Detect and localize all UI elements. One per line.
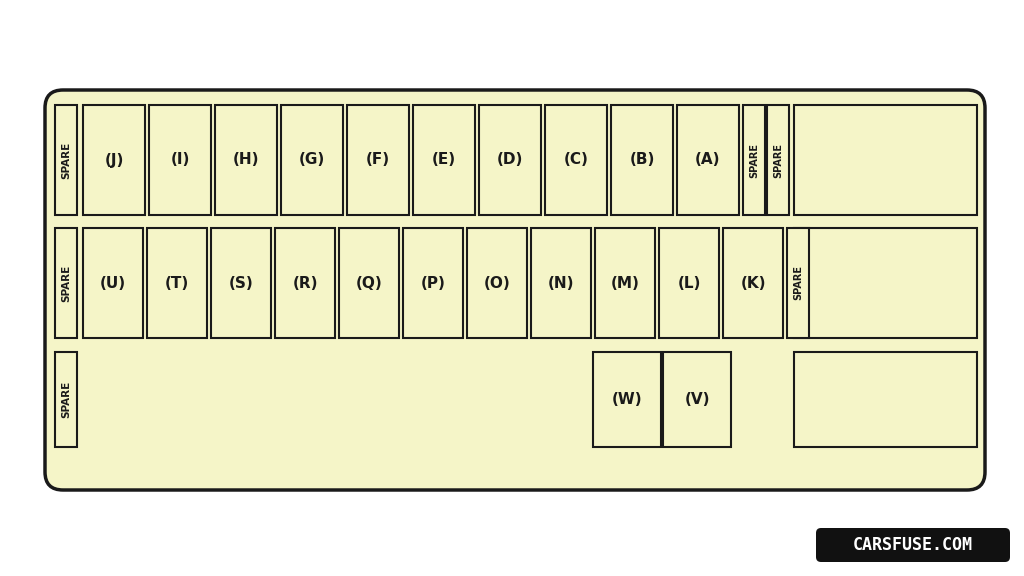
Text: (N): (N): [548, 275, 574, 290]
FancyBboxPatch shape: [816, 528, 1010, 562]
Text: SPARE: SPARE: [749, 142, 759, 177]
Text: (W): (W): [611, 392, 642, 407]
FancyBboxPatch shape: [45, 90, 985, 490]
Bar: [147, 228, 207, 338]
Text: (E): (E): [432, 153, 456, 168]
Text: SPARE: SPARE: [773, 142, 783, 177]
Bar: [215, 105, 278, 215]
Bar: [767, 105, 790, 215]
Bar: [55, 352, 77, 447]
Bar: [83, 105, 145, 215]
Bar: [339, 228, 399, 338]
Text: (O): (O): [483, 275, 510, 290]
Bar: [611, 105, 673, 215]
Bar: [794, 352, 977, 447]
Bar: [347, 105, 409, 215]
Text: (F): (F): [366, 153, 390, 168]
Text: (S): (S): [228, 275, 253, 290]
Text: (A): (A): [695, 153, 721, 168]
Bar: [593, 352, 662, 447]
Text: (J): (J): [104, 153, 124, 168]
Bar: [281, 105, 343, 215]
Bar: [595, 228, 655, 338]
Text: (H): (H): [232, 153, 259, 168]
Bar: [677, 105, 739, 215]
Text: (L): (L): [677, 275, 700, 290]
Bar: [794, 228, 977, 338]
Text: (G): (G): [299, 153, 326, 168]
Text: (P): (P): [421, 275, 445, 290]
Text: (B): (B): [630, 153, 654, 168]
Bar: [211, 228, 271, 338]
Bar: [403, 228, 463, 338]
Text: (V): (V): [684, 392, 710, 407]
Bar: [413, 105, 475, 215]
Bar: [787, 228, 809, 338]
Bar: [659, 228, 719, 338]
Bar: [531, 228, 591, 338]
Bar: [55, 228, 77, 338]
Bar: [794, 105, 977, 215]
Text: CARSFUSE.COM: CARSFUSE.COM: [853, 536, 973, 554]
Bar: [479, 105, 541, 215]
Bar: [663, 352, 731, 447]
Text: (K): (K): [740, 275, 766, 290]
Bar: [83, 228, 143, 338]
Text: SPARE: SPARE: [61, 381, 71, 418]
Text: (Q): (Q): [355, 275, 382, 290]
Text: (I): (I): [170, 153, 189, 168]
Bar: [743, 105, 765, 215]
Bar: [275, 228, 335, 338]
Text: SPARE: SPARE: [61, 264, 71, 302]
Bar: [467, 228, 527, 338]
Bar: [150, 105, 211, 215]
Text: (C): (C): [563, 153, 589, 168]
Text: (M): (M): [610, 275, 639, 290]
Text: SPARE: SPARE: [61, 141, 71, 179]
Bar: [55, 105, 77, 215]
Bar: [723, 228, 783, 338]
Text: (R): (R): [292, 275, 317, 290]
Text: (U): (U): [100, 275, 126, 290]
Bar: [545, 105, 607, 215]
Text: (D): (D): [497, 153, 523, 168]
Text: (T): (T): [165, 275, 189, 290]
Text: SPARE: SPARE: [793, 266, 803, 301]
